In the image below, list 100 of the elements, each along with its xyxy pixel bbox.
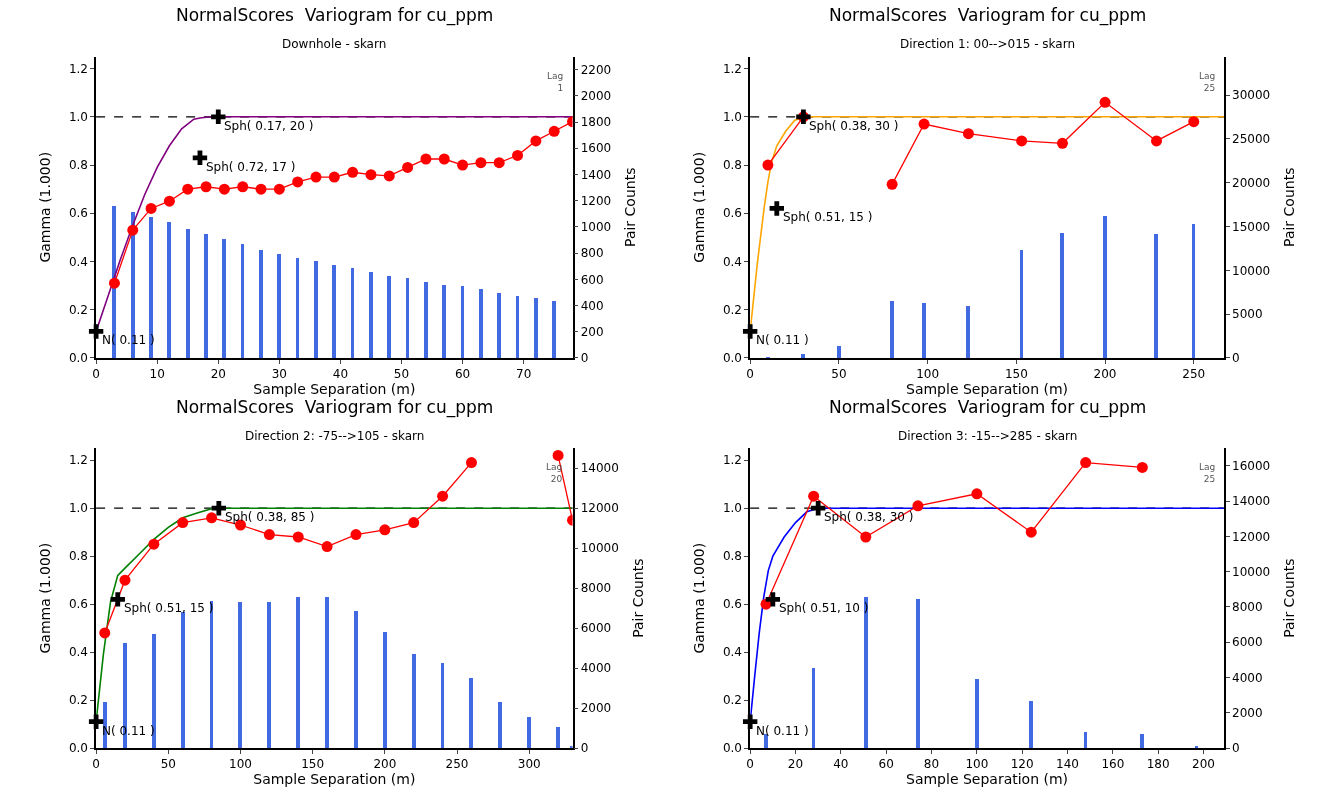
point <box>99 627 111 639</box>
x-tick-label: 100 <box>229 757 252 772</box>
y2-tick-label: 1600 <box>580 141 612 156</box>
bar <box>1103 215 1108 358</box>
x-tick-label: 60 <box>454 367 471 382</box>
bar <box>570 746 573 749</box>
y2-tick-label: 600 <box>580 272 604 287</box>
y2-axis-title: Pair Counts <box>629 558 646 638</box>
bar <box>332 264 337 358</box>
y2-tick-label: 2200 <box>580 62 612 77</box>
y-tick-label: 0.6 <box>722 206 743 221</box>
bar <box>764 734 769 749</box>
point <box>365 169 377 181</box>
bar <box>186 228 191 358</box>
y2-tick-label: 0 <box>1232 741 1240 756</box>
y-tick-label: 1.0 <box>68 110 88 125</box>
y-tick-label: 1.0 <box>722 501 743 516</box>
x-tick-label: 10 <box>149 367 165 382</box>
bar <box>354 611 359 749</box>
bar <box>497 292 502 358</box>
x-tick-label: 150 <box>301 757 325 772</box>
y-tick-label: 1.2 <box>722 453 743 468</box>
annotation: Sph( 0.72, 17 ) <box>206 160 296 174</box>
bar <box>552 300 557 358</box>
bar <box>424 281 429 358</box>
bar <box>1195 746 1199 749</box>
bar <box>922 302 927 358</box>
bar <box>534 297 539 358</box>
y-axis-title: Gamma (1.000) <box>691 151 708 263</box>
x-tick-label: 50 <box>393 367 410 382</box>
point <box>465 457 477 469</box>
bar <box>222 238 227 358</box>
bar <box>387 275 392 358</box>
y2-tick-label: 400 <box>580 298 604 313</box>
point <box>108 277 120 289</box>
y-axis-title: Gamma (1.000) <box>691 542 708 654</box>
point <box>912 500 924 512</box>
bar <box>441 663 445 749</box>
bar <box>1192 223 1196 358</box>
y2-tick-label: 4000 <box>1232 670 1263 685</box>
point <box>328 171 340 183</box>
point <box>1016 135 1028 147</box>
bar <box>167 221 172 358</box>
y2-tick-label: 30000 <box>1232 88 1271 103</box>
bar <box>314 260 319 358</box>
bar <box>516 295 520 358</box>
bar <box>916 599 921 749</box>
point <box>292 531 304 543</box>
bar <box>296 257 300 358</box>
chart-title: NormalScores Variogram for cu_ppm <box>829 397 1147 418</box>
annotation: Lag 25 <box>1199 71 1216 93</box>
chart-title: NormalScores Variogram for cu_ppm <box>176 397 494 418</box>
bar <box>412 654 417 749</box>
point <box>211 109 226 125</box>
x-tick-label: 200 <box>1093 367 1117 382</box>
point <box>530 135 542 147</box>
point <box>145 202 157 214</box>
y2-tick-label: 20000 <box>1232 175 1271 190</box>
x-tick-label: 30 <box>271 367 287 382</box>
x-tick-label: 250 <box>1182 367 1206 382</box>
x-axis-title: Sample Separation (m) <box>906 771 1069 788</box>
x-tick-label: 80 <box>923 757 940 772</box>
y-tick-label: 0.8 <box>68 158 88 173</box>
y2-tick-label: 25000 <box>1232 132 1271 147</box>
y2-tick-label: 0 <box>580 741 589 756</box>
y2-tick-label: 8000 <box>1232 600 1263 615</box>
bar <box>801 353 806 358</box>
annotation: Sph( 0.38, 30 ) <box>809 119 899 133</box>
bar <box>241 243 245 358</box>
point <box>310 171 322 183</box>
bar <box>556 727 561 749</box>
y2-tick-label: 5000 <box>1232 307 1263 322</box>
annotation: Sph( 0.51, 15 ) <box>783 210 873 224</box>
bar <box>238 602 243 749</box>
y-tick-label: 1.0 <box>722 110 743 125</box>
x-tick-label: 50 <box>160 757 176 772</box>
bar <box>1020 249 1024 358</box>
y-tick-label: 1.2 <box>722 61 743 76</box>
bar <box>498 702 503 749</box>
chart-subtitle: Direction 1: 00-->015 - skarn <box>900 37 1076 51</box>
point <box>512 149 524 161</box>
y-tick-label: 0.0 <box>722 351 743 366</box>
bar <box>259 249 264 358</box>
point <box>1056 137 1068 149</box>
y2-tick-label: 800 <box>580 246 604 261</box>
y2-axis-title: Pair Counts <box>1281 167 1298 247</box>
point <box>548 125 560 137</box>
point <box>110 592 125 607</box>
y2-tick-label: 200 <box>580 324 604 339</box>
point <box>1025 526 1037 538</box>
y2-tick-label: 16000 <box>1232 459 1271 474</box>
y-tick-label: 0.4 <box>722 645 743 660</box>
x-tick-label: 180 <box>1146 757 1170 772</box>
bar <box>296 597 301 749</box>
point <box>1099 96 1111 108</box>
x-tick-label: 100 <box>965 757 989 772</box>
y2-axis-title: Pair Counts <box>622 167 639 247</box>
bar <box>277 253 282 358</box>
point <box>350 529 362 541</box>
point <box>860 531 872 543</box>
